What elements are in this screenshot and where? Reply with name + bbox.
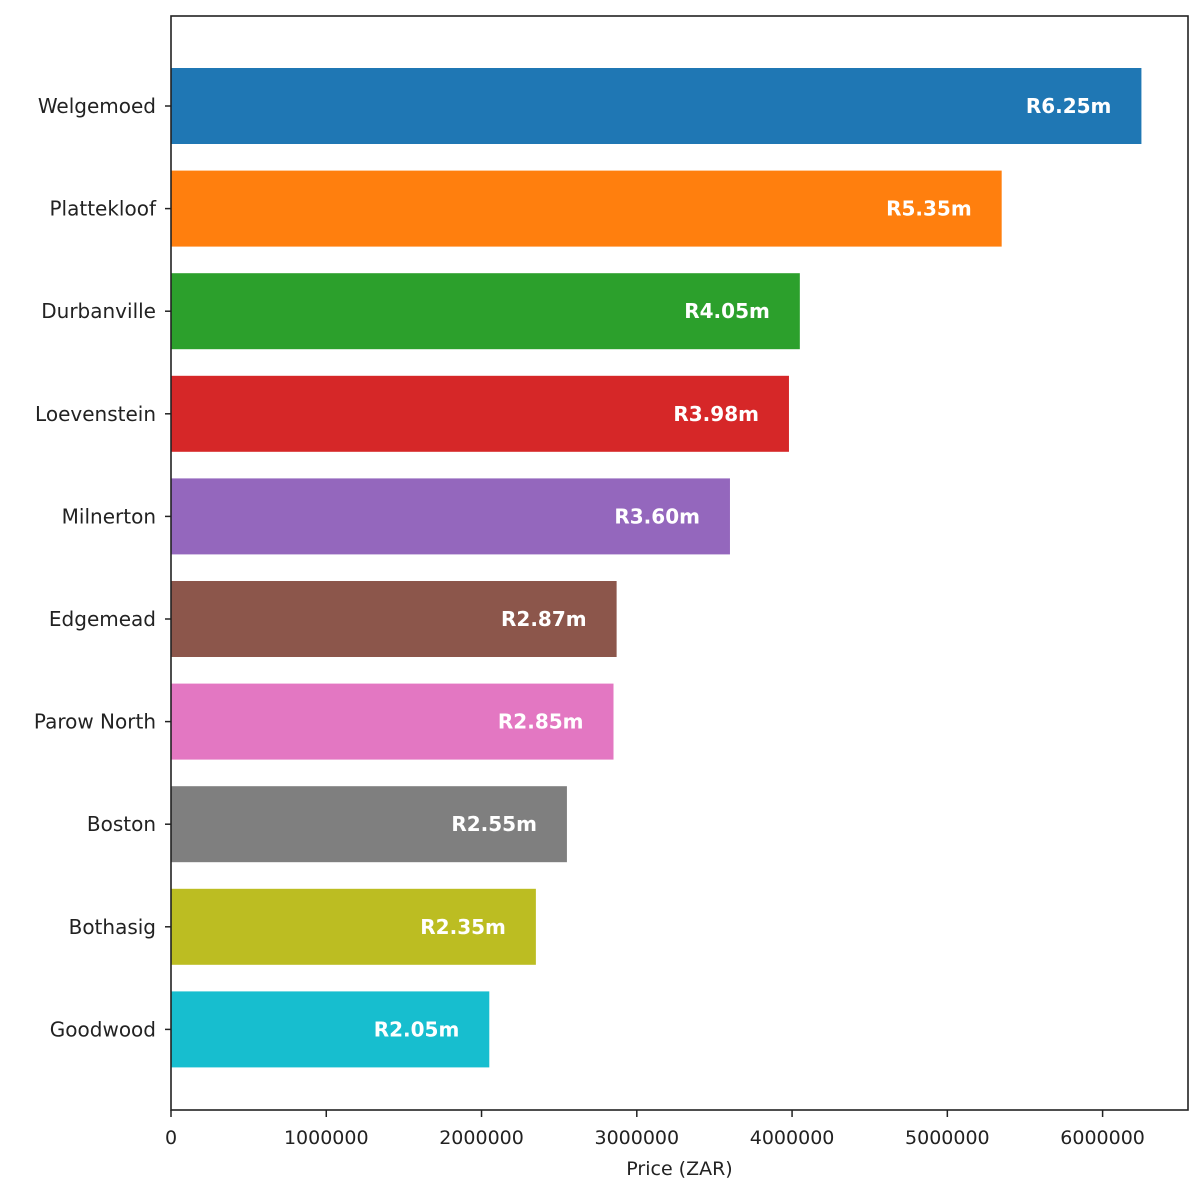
x-tick-label: 6000000: [1060, 1127, 1145, 1149]
y-tick-label: Milnerton: [62, 504, 156, 528]
x-tick-label: 0: [165, 1127, 177, 1149]
bar-data-label: R6.25m: [1026, 94, 1112, 118]
x-tick-label: 1000000: [284, 1127, 369, 1149]
bar-bothasig: [171, 888, 536, 965]
bar-welgemoed: [171, 68, 1142, 144]
bar-data-label: R5.35m: [886, 197, 972, 221]
x-axis-label: Price (ZAR): [626, 1158, 732, 1180]
bar-edgemead: [171, 581, 617, 657]
bar-data-label: R4.05m: [684, 299, 770, 323]
y-tick-label: Plattekloof: [49, 197, 156, 221]
bar-parow-north: [171, 683, 614, 760]
bar-boston: [171, 786, 567, 863]
bar-milnerton: [171, 478, 730, 555]
bar-durbanville: [171, 273, 800, 350]
bar-data-label: R2.87m: [501, 607, 587, 631]
x-tick-label: 4000000: [750, 1127, 835, 1149]
y-tick-label: Parow North: [34, 710, 156, 734]
y-axis-ticks: Welgemoed Plattekloof Durbanville Loevenste…: [34, 94, 171, 1041]
y-tick-label: Goodwood: [50, 1017, 156, 1041]
bar-goodwood: [171, 991, 490, 1068]
x-axis-ticks: 0 1000000 2000000 3000000 4000000 5000000 6000…: [165, 1110, 1145, 1149]
y-tick-label: Edgemead: [49, 607, 156, 631]
x-tick-label: 2000000: [439, 1127, 524, 1149]
bar-data-label: R2.55m: [451, 812, 537, 836]
y-tick-label: Boston: [87, 812, 156, 836]
bar-data-label: R2.85m: [498, 710, 584, 734]
y-tick-label: Bothasig: [69, 915, 156, 939]
x-tick-label: 5000000: [905, 1127, 990, 1149]
plot-frame: [170, 15, 1189, 1111]
y-tick-label: Loevenstein: [35, 402, 156, 426]
bar-data-label: R3.98m: [673, 402, 759, 426]
bar-data-label: R3.60m: [614, 504, 700, 528]
bar-loevenstein: [171, 375, 789, 452]
bar-plattekloof: [171, 170, 1002, 247]
y-tick-label: Durbanville: [41, 299, 156, 323]
bar-data-label: R2.05m: [374, 1017, 460, 1041]
y-tick-label: Welgemoed: [38, 94, 156, 118]
bars-layer: R6.25m R5.35m R4.05m R3.98m R3.60m R2.87m R2.8…: [171, 68, 1142, 1068]
x-tick-label: 3000000: [594, 1127, 679, 1149]
bar-data-label: R2.35m: [420, 915, 506, 939]
